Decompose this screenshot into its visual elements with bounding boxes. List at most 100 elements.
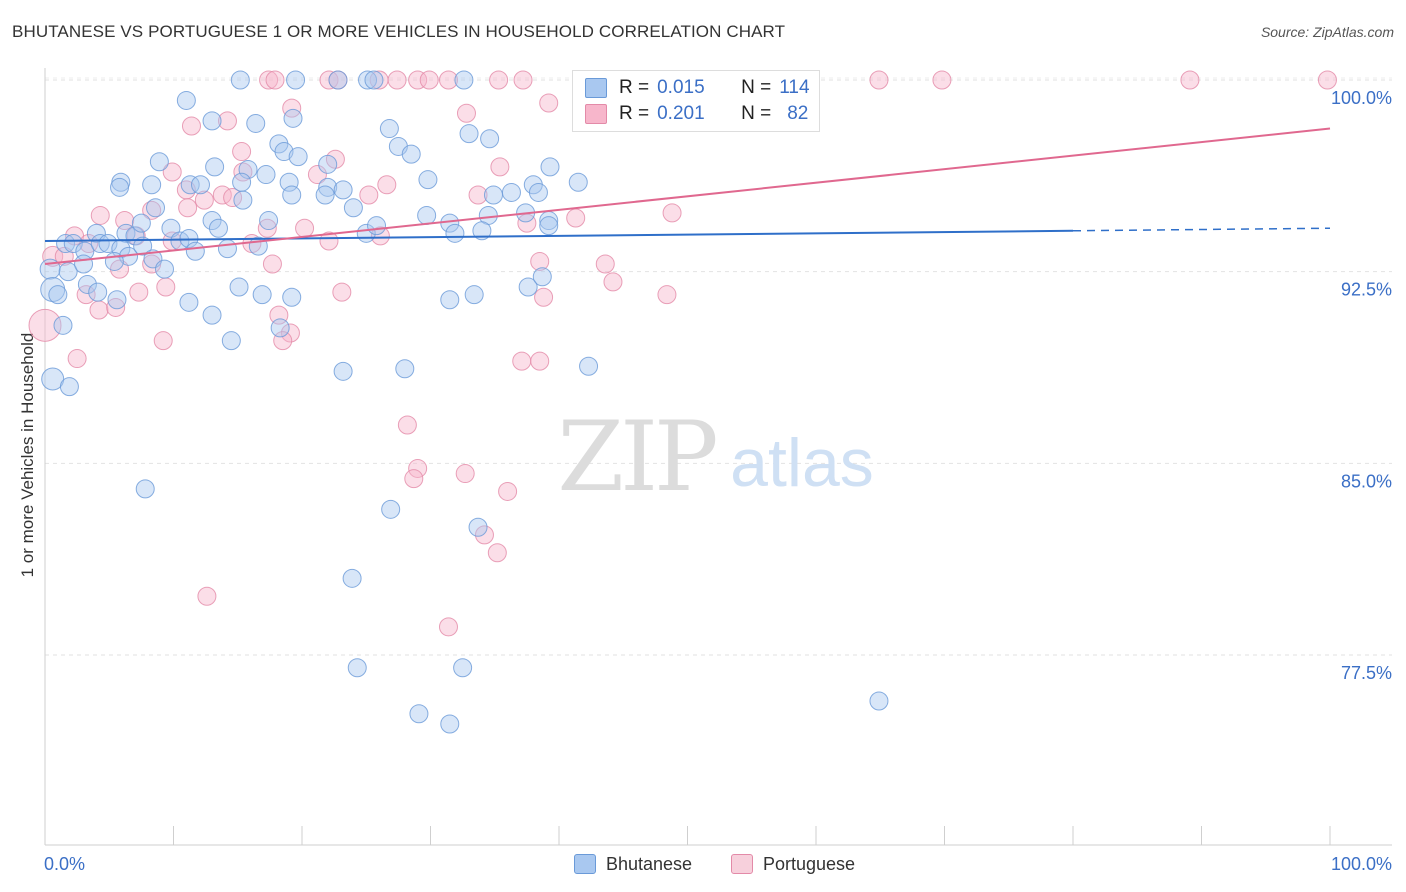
bhutanese-point [208, 218, 228, 238]
bhutanese-point [540, 157, 560, 177]
portuguese-point [474, 525, 494, 545]
portuguese-point [404, 469, 424, 489]
bhutanese-point [110, 177, 130, 197]
bhutanese-point [445, 223, 465, 243]
bhutanese-point [256, 165, 276, 185]
portuguese-point [359, 185, 379, 205]
bhutanese-point [328, 70, 348, 90]
portuguese-point [530, 251, 550, 271]
bhutanese-point [229, 277, 249, 297]
watermark-zip: ZIP [557, 401, 716, 513]
bhutanese-point [107, 290, 127, 310]
portuguese-point [319, 231, 339, 251]
portuguese-point [438, 617, 458, 637]
bhutanese-point [453, 658, 473, 678]
bhutanese-point [88, 282, 108, 302]
legend-item-bhutanese[interactable]: Bhutanese [574, 852, 692, 876]
bhutanese-point [418, 170, 438, 190]
portuguese-point [332, 282, 352, 302]
bhutanese-point [417, 205, 437, 225]
portuguese-swatch [585, 104, 607, 124]
bhutanese-point [318, 177, 338, 197]
portuguese-point [232, 142, 252, 162]
portuguese-point [657, 285, 677, 305]
tick-labels: 100.0% 92.5% 85.0% 77.5% 0.0% 100.0% [44, 88, 1392, 874]
bhutanese-trend-extension [1072, 227, 1331, 232]
bhutanese-point [367, 216, 387, 236]
bhutanese-point [259, 211, 279, 231]
legend-row-bhutanese: R = 0.015 N = 114 [585, 75, 810, 101]
portuguese-point [408, 458, 428, 478]
bhutanese-swatch [585, 78, 607, 98]
portuguese-point [259, 70, 279, 90]
portuguese-point [468, 185, 488, 205]
bhutanese-point [90, 234, 110, 254]
chart-source: Source: ZipAtlas.com [1260, 24, 1394, 40]
portuguese-point [153, 331, 173, 351]
bhutanese-point [180, 175, 200, 195]
portuguese-legend-swatch [731, 854, 753, 874]
bhutanese-point [185, 241, 205, 261]
portuguese-point [156, 277, 176, 297]
portuguese-point [489, 70, 509, 90]
portuguese-point [370, 226, 390, 246]
bhutanese-point [131, 213, 151, 233]
portuguese-point [257, 218, 277, 238]
portuguese-point [106, 297, 126, 317]
bhutanese-point [56, 234, 76, 254]
portuguese-point [566, 208, 586, 228]
bhutanese-point [179, 292, 199, 312]
portuguese-point [76, 285, 96, 305]
portuguese-point [539, 93, 559, 113]
legend-n-label: N = [741, 103, 772, 124]
bhutanese-legend-swatch [574, 854, 596, 874]
portuguese-point [419, 70, 439, 90]
bhutanese-point [409, 704, 429, 724]
bhutanese-point [246, 113, 266, 133]
bhutanese-trend-line [44, 229, 1074, 242]
legend-n-value: 114 [779, 77, 810, 98]
portuguese-point [438, 70, 458, 90]
portuguese-points [28, 70, 1337, 637]
portuguese-point [456, 103, 476, 123]
bhutanese-point [869, 691, 889, 711]
bhutanese-point [135, 479, 155, 499]
legend-r-value: 0.015 [657, 77, 705, 98]
legend-n-label: N = [741, 77, 772, 98]
bhutanese-point [238, 159, 258, 179]
bhutanese-point [401, 144, 421, 164]
portuguese-point [377, 175, 397, 195]
bhutanese-point [440, 290, 460, 310]
legend-item-portuguese[interactable]: Portuguese [731, 852, 855, 876]
portuguese-point [307, 165, 327, 185]
portuguese-point [89, 300, 109, 320]
bhutanese-point [279, 172, 299, 192]
y-tick-label: 85.0% [1341, 471, 1392, 491]
portuguese-point [162, 162, 182, 182]
bhutanese-point [146, 198, 166, 218]
chart-title: BHUTANESE VS PORTUGUESE 1 OR MORE VEHICL… [12, 22, 786, 41]
stats-legend: R = 0.015 N = 114 R = 0.201 N = 82 [572, 70, 820, 132]
bhutanese-point [539, 216, 559, 236]
portuguese-point [455, 464, 475, 484]
bhutanese-point [379, 119, 399, 139]
bhutanese-point [155, 259, 175, 279]
bhutanese-point [333, 361, 353, 381]
portuguese-point [129, 282, 149, 302]
bhutanese-point [468, 517, 488, 537]
bhutanese-point [53, 315, 73, 335]
legend-row-portuguese: R = 0.201 N = 82 [585, 101, 808, 127]
portuguese-point [534, 287, 554, 307]
portuguese-point [280, 323, 300, 343]
bhutanese-point [190, 175, 210, 195]
x-tick-label: 0.0% [44, 854, 85, 874]
bhutanese-point [274, 142, 294, 162]
bhutanese-point [63, 234, 83, 254]
bhutanese-point [480, 129, 500, 149]
portuguese-point [28, 308, 62, 342]
portuguese-point [603, 272, 623, 292]
legend-label-bhutanese: Bhutanese [606, 853, 693, 874]
portuguese-point [233, 162, 253, 182]
portuguese-point [513, 70, 533, 90]
